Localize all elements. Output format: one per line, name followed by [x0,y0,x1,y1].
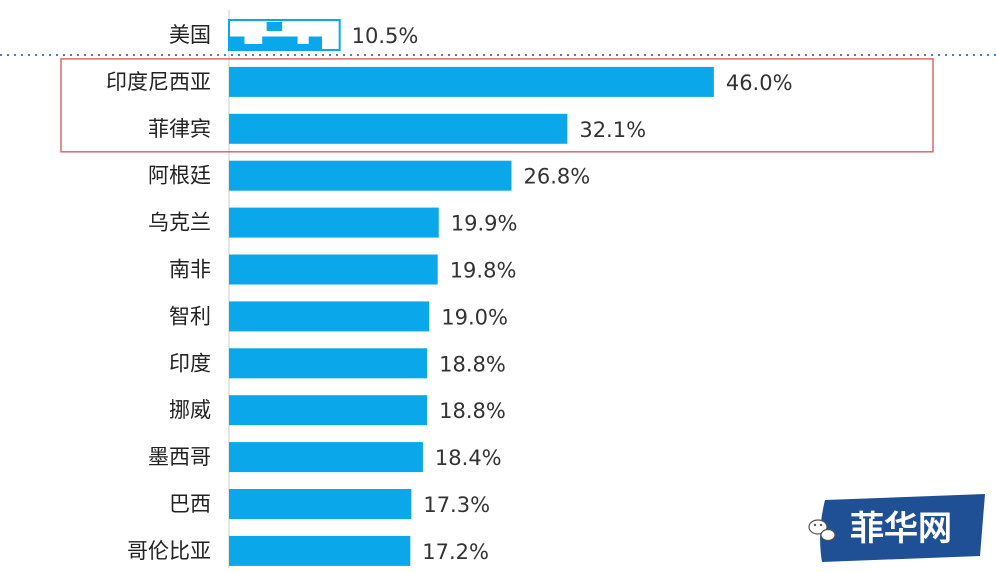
value-label: 19.9% [451,212,518,236]
watermark-logo: 菲华网 [808,494,985,562]
bar-8 [229,395,428,426]
category-label: 智利 [169,304,211,328]
value-labels: 10.5% 46.0% 32.1% 26.8%19.9% 19.8% 19.0% 18.8%… [352,24,793,564]
value-label: 46.0% [726,71,793,95]
highlight-box [60,58,934,153]
value-label: 18.8% [439,399,506,423]
category-label: 乌克兰 [148,211,211,235]
bar-11 [229,535,411,566]
bars-layer [228,19,714,566]
bar-6 [229,301,430,332]
category-label: 南非 [169,258,211,282]
watermark-background [820,494,985,562]
category-label: 巴西 [169,492,211,516]
value-label: 26.8% [523,165,590,189]
watermark-text: 菲华网 [850,509,952,549]
bar-5 [229,254,438,285]
value-label: 32.1% [579,118,646,142]
category-label: 印度 [169,351,211,375]
category-label: 菲律宾 [148,117,211,141]
value-label: 18.4% [435,446,502,470]
value-label: 17.2% [422,540,489,564]
value-label: 19.0% [441,305,508,329]
category-label: 阿根廷 [148,164,211,188]
value-label: 18.8% [439,352,506,376]
category-label: 墨西哥 [148,445,211,469]
category-label: 挪威 [169,398,211,422]
value-label: 10.5% [352,24,419,48]
bar-10 [229,489,412,519]
wechat-icon [808,519,836,542]
category-label: 印度尼西亚 [106,70,211,94]
bar-9 [229,442,423,473]
bar-3 [229,160,512,191]
bar-reference [228,19,341,51]
category-label: 哥伦比亚 [127,539,211,563]
value-label: 17.3% [423,493,490,517]
bar-7 [229,348,428,379]
bar-4 [229,207,439,238]
bar-2 [229,113,568,144]
value-label: 19.8% [450,259,517,283]
category-label: 美国 [169,23,211,47]
bar-1 [229,66,714,97]
